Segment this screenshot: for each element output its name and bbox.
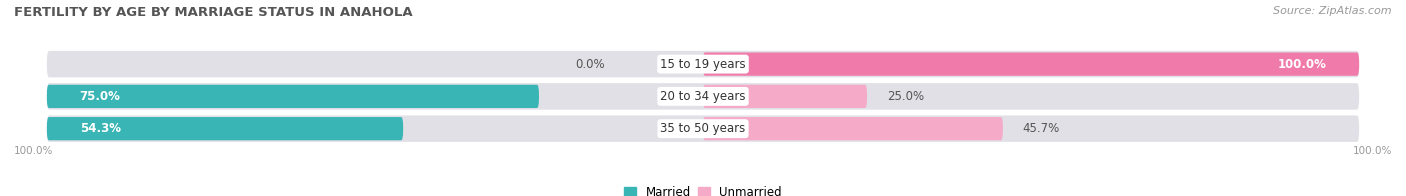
Text: 35 to 50 years: 35 to 50 years xyxy=(661,122,745,135)
FancyBboxPatch shape xyxy=(46,115,1360,142)
Text: 100.0%: 100.0% xyxy=(1353,146,1392,156)
Legend: Married, Unmarried: Married, Unmarried xyxy=(620,182,786,196)
FancyBboxPatch shape xyxy=(46,117,404,140)
FancyBboxPatch shape xyxy=(703,85,868,108)
FancyBboxPatch shape xyxy=(703,117,1002,140)
Text: 15 to 19 years: 15 to 19 years xyxy=(661,58,745,71)
FancyBboxPatch shape xyxy=(46,51,1360,77)
FancyBboxPatch shape xyxy=(46,83,1360,110)
Text: FERTILITY BY AGE BY MARRIAGE STATUS IN ANAHOLA: FERTILITY BY AGE BY MARRIAGE STATUS IN A… xyxy=(14,6,413,19)
Text: 100.0%: 100.0% xyxy=(14,146,53,156)
Text: 54.3%: 54.3% xyxy=(80,122,121,135)
Text: 20 to 34 years: 20 to 34 years xyxy=(661,90,745,103)
Text: Source: ZipAtlas.com: Source: ZipAtlas.com xyxy=(1274,6,1392,16)
FancyBboxPatch shape xyxy=(703,53,1360,76)
Text: 75.0%: 75.0% xyxy=(80,90,121,103)
Text: 25.0%: 25.0% xyxy=(887,90,924,103)
Text: 0.0%: 0.0% xyxy=(575,58,605,71)
Text: 45.7%: 45.7% xyxy=(1022,122,1060,135)
Text: 100.0%: 100.0% xyxy=(1278,58,1326,71)
FancyBboxPatch shape xyxy=(46,85,538,108)
